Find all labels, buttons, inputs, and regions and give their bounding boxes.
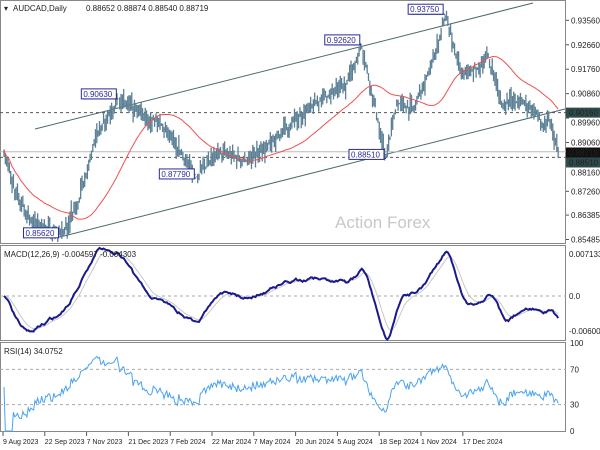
level-tag-label: 0.90160 [569, 109, 598, 118]
price-panel-frame [0, 0, 566, 244]
ohlc-readout: 0.88652 0.88874 0.88540 0.88719 [86, 4, 209, 13]
annotation-box [324, 34, 361, 46]
y-tick-label: 0.89060 [571, 138, 600, 147]
y-tick-label: 0.91760 [571, 65, 600, 74]
rsi-tick-label: 70 [570, 365, 579, 374]
annotation-label: 0.93750 [410, 5, 439, 14]
current-price-tag [566, 147, 600, 158]
annotation-box [158, 168, 195, 180]
annotation-label: 0.87790 [161, 170, 190, 179]
macd-panel-frame [0, 245, 566, 341]
watermark: Action Forex [335, 213, 431, 232]
upper-channel-line [34, 2, 534, 130]
y-tick-label: 0.85485 [571, 236, 600, 245]
annotation-box [407, 3, 444, 15]
x-tick-label: 1 Nov 2024 [421, 439, 457, 446]
rsi-tick-label: 0 [570, 427, 575, 436]
y-tick-label: 0.92660 [571, 41, 600, 50]
current-price-label: 0.88719 [569, 148, 598, 157]
annotation-label: 0.92620 [327, 36, 356, 45]
y-tick-label: 0.87260 [571, 187, 600, 196]
macd-line [3, 246, 560, 341]
level-tag [566, 107, 600, 118]
level-tag-label: 0.88510 [569, 158, 598, 167]
y-tick-label: 0.90860 [571, 90, 600, 99]
x-tick-label: 5 Aug 2024 [337, 439, 373, 446]
lower-channel-line [59, 108, 566, 238]
annotation-label: 0.88510 [351, 150, 380, 159]
annotation-box [80, 88, 117, 100]
macd-tick-label: 0.007133 [569, 250, 600, 259]
annotation-label: 0.85620 [25, 229, 54, 238]
level-tag [566, 157, 600, 168]
x-tick-label: 20 Jun 2024 [296, 439, 335, 446]
x-tick-label: 22 Sep 2023 [45, 439, 85, 446]
macd-title: MACD(12,26,9) -0.004597 -0.004303 [4, 250, 137, 259]
y-tick-label: 0.86385 [571, 211, 600, 220]
x-tick-label: 9 Aug 2023 [3, 439, 39, 446]
symbol-title: AUDCAD,Daily [13, 4, 67, 13]
x-tick-label: 17 Dec 2024 [463, 439, 503, 446]
macd-signal-line [3, 250, 559, 331]
rsi-title: RSI(14) 34.0752 [4, 347, 63, 356]
rsi-panel-frame [0, 342, 566, 432]
dropdown-arrow-icon[interactable]: ▾ [4, 4, 8, 13]
annotation-label: 0.90630 [83, 90, 112, 99]
x-tick-label: 18 Sep 2024 [379, 439, 419, 446]
macd-tick-label: -0.006003 [569, 327, 600, 336]
y-tick-label: 0.93560 [571, 16, 600, 25]
annotation-box [348, 148, 385, 160]
moving-average-line [3, 56, 559, 220]
x-tick-label: 22 Mar 2024 [212, 439, 251, 446]
x-tick-label: 7 Nov 2023 [87, 439, 123, 446]
x-tick-label: 7 Feb 2024 [170, 439, 206, 446]
rsi-tick-label: 100 [570, 339, 584, 348]
y-tick-label: 0.88160 [571, 168, 600, 177]
rsi-tick-label: 30 [570, 401, 579, 410]
rsi-line [3, 355, 559, 432]
x-tick-label: 21 Dec 2023 [128, 439, 168, 446]
y-tick-label: 0.89960 [571, 119, 600, 128]
annotation-box [22, 227, 59, 239]
macd-tick-label: 0.0 [569, 292, 581, 301]
x-tick-label: 7 May 2024 [254, 439, 291, 446]
